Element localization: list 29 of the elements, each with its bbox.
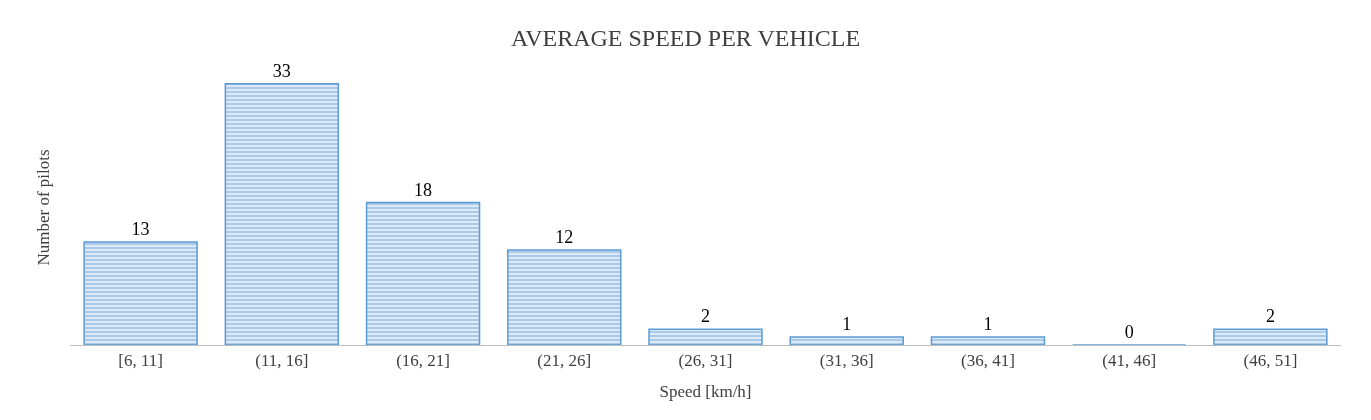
- data-label: 1: [842, 314, 852, 335]
- bar: [224, 83, 340, 345]
- x-tick-label: (11, 16]: [255, 351, 309, 371]
- data-label: 18: [414, 179, 433, 200]
- y-axis-title: Number of pilots: [33, 149, 53, 266]
- bar: [83, 241, 198, 345]
- bar: [1213, 328, 1328, 345]
- chart-title: AVERAGE SPEED PER VEHICLE: [510, 25, 861, 52]
- x-axis-title: Speed [km/h]: [659, 381, 752, 401]
- bar: [930, 336, 1046, 345]
- bar: [789, 336, 904, 345]
- bar: [648, 328, 763, 345]
- data-label: 1: [983, 314, 993, 335]
- data-label: 0: [1124, 322, 1134, 342]
- data-label: 2: [701, 306, 710, 327]
- x-tick-label: (31, 36]: [819, 351, 874, 371]
- data-label: 13: [131, 219, 150, 240]
- data-label: 33: [272, 60, 291, 81]
- data-label: 2: [1265, 306, 1275, 327]
- x-tick-label: [6, 11]: [118, 351, 163, 371]
- x-tick-label: (36, 41]: [961, 351, 1015, 371]
- x-tick-label: (16, 21]: [396, 351, 450, 371]
- data-label: 12: [555, 227, 574, 247]
- x-tick-label: (26, 31]: [678, 351, 733, 371]
- x-tick-label: (41, 46]: [1102, 351, 1157, 371]
- bar: [365, 201, 481, 345]
- x-tick-label: (21, 26]: [537, 351, 592, 371]
- bar: [507, 249, 622, 345]
- x-tick-label: (46, 51]: [1243, 351, 1298, 371]
